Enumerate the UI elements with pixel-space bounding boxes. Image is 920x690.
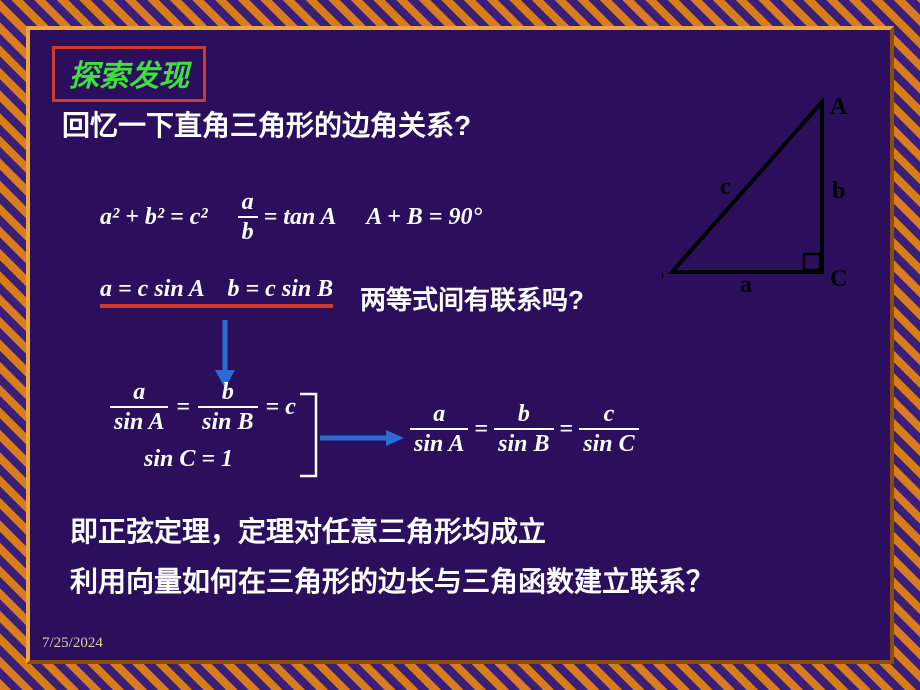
sine-rule-equation: a sin A = b sin B = c sin C (410, 402, 639, 456)
sr-c-num: c (600, 402, 619, 428)
derived-equation: a sin A = b sin B = c sin C = 1 (110, 380, 296, 473)
side-a: a (740, 272, 752, 294)
a-equals-csinA: a = c sin A (100, 276, 203, 302)
section-badge: 探索发现 (52, 46, 206, 102)
slide-background: 探索发现 回忆一下直角三角形的边角关系? a² + b² = c² a b = … (26, 26, 894, 664)
equation-row-2: a = c sin A b = c sin B (100, 276, 333, 303)
question-2: 两等式间有联系吗? (360, 280, 584, 317)
question-1: 回忆一下直角三角形的边角关系? (62, 104, 471, 144)
date-footer: 7/25/2024 (42, 635, 103, 652)
frac-a-num: a (129, 380, 149, 406)
equation-row-1: a² + b² = c² a b = tan A A + B = 90° (100, 190, 482, 244)
frac-b-num: b (218, 380, 238, 406)
sinC-equals-1: sin C = 1 (144, 446, 296, 473)
underlined-equations: a = c sin A b = c sin B (100, 276, 333, 308)
bracket-icon (300, 390, 322, 485)
side-c: c (720, 174, 731, 200)
statement-1: 即正弦定理，定理对任意三角形均成立 (70, 510, 546, 550)
frac-a-den: sin A (110, 406, 168, 434)
sr-a-den: sin A (410, 428, 468, 456)
vertex-C: C (830, 266, 847, 292)
right-triangle-diagram: A B C a b c (662, 94, 862, 299)
pythagoras: a² + b² = c² (100, 204, 208, 231)
tan-num: a (238, 190, 258, 216)
content-area: 探索发现 回忆一下直角三角形的边角关系? a² + b² = c² a b = … (30, 30, 890, 660)
vertex-B: B (662, 260, 664, 286)
decorative-border: 探索发现 回忆一下直角三角形的边角关系? a² + b² = c² a b = … (0, 0, 920, 690)
triangle-svg: A B C a b c (662, 94, 862, 294)
tan-rhs: = tan A (264, 204, 337, 231)
sr-a-num: a (429, 402, 449, 428)
sr-b-den: sin B (494, 428, 553, 456)
tan-den: b (238, 216, 258, 244)
arrow-right-icon (320, 428, 406, 453)
b-equals-csinB: b = c sin B (227, 276, 333, 302)
side-b: b (832, 178, 845, 204)
angle-sum: A + B = 90° (366, 204, 482, 231)
slide: 探索发现 回忆一下直角三角形的边角关系? a² + b² = c² a b = … (0, 0, 920, 690)
sr-c-den: sin C (579, 428, 638, 456)
tan-relation: a b = tan A (238, 190, 337, 244)
sr-b-num: b (514, 402, 534, 428)
vertex-A: A (830, 94, 848, 120)
equals-c: = c (266, 394, 296, 421)
statement-2: 利用向量如何在三角形的边长与三角函数建立联系？ (70, 560, 714, 600)
frac-b-den: sin B (198, 406, 257, 434)
